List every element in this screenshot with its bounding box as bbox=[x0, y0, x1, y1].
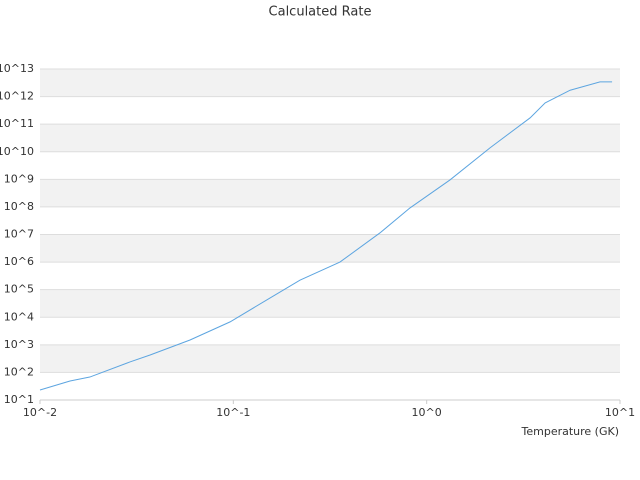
y-tick-label: 10^12 bbox=[0, 90, 34, 103]
grid-band bbox=[40, 234, 620, 263]
line-series bbox=[39, 81, 613, 391]
chart-title: Calculated Rate bbox=[269, 5, 372, 20]
y-tick-label: 10^11 bbox=[0, 117, 34, 130]
y-tick-label: 10^7 bbox=[4, 228, 34, 241]
grid-band bbox=[40, 124, 620, 152]
x-tick-label: 10^1 bbox=[605, 406, 635, 419]
grid-band bbox=[40, 344, 620, 373]
x-tick-label: 10^0 bbox=[412, 406, 442, 419]
x-axis-label: Temperature (GK) bbox=[521, 425, 620, 438]
y-tick-label: 10^8 bbox=[4, 200, 34, 213]
grid-band bbox=[40, 69, 620, 97]
x-tick-label: 10^-2 bbox=[23, 406, 57, 419]
y-tick-label: 10^1 bbox=[4, 393, 34, 406]
grid-band bbox=[40, 179, 620, 207]
y-tick-label: 10^6 bbox=[4, 255, 34, 268]
y-tick-label: 10^10 bbox=[0, 145, 34, 158]
y-tick-label: 10^4 bbox=[4, 310, 34, 323]
y-tick-label: 10^9 bbox=[4, 172, 34, 185]
y-tick-label: 10^2 bbox=[4, 365, 34, 378]
y-tick-label: 10^3 bbox=[4, 338, 34, 351]
grid-band bbox=[40, 289, 620, 318]
x-tick-label: 10^-1 bbox=[216, 406, 250, 419]
y-tick-label: 10^5 bbox=[4, 283, 34, 296]
y-tick-label: 10^13 bbox=[0, 62, 34, 75]
